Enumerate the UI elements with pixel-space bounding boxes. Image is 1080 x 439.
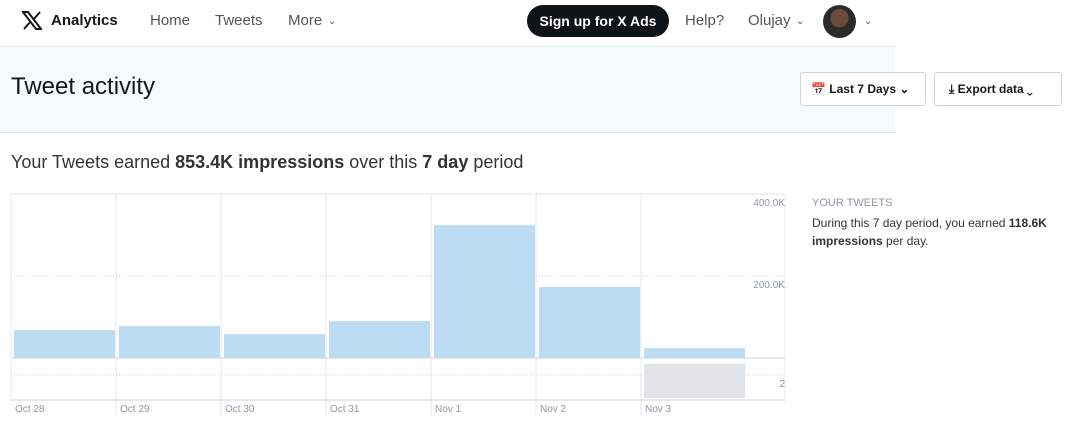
sidebar-strong: 118.6K impressions xyxy=(812,216,1047,248)
sidebar-copy: During this 7 day period, you earned xyxy=(812,216,1006,230)
bar xyxy=(644,348,745,358)
bar xyxy=(434,225,535,358)
summary-text: Your Tweets earned xyxy=(11,152,171,172)
top-bar xyxy=(0,0,895,47)
chart: 200.0K 400.0K Oct 28 Oct 29 Oct 30 Oct 31 Nov … xyxy=(10,193,786,416)
sidebar-text: During this 7 day period, you earned 118… xyxy=(812,214,1072,250)
page-title: Tweet activity xyxy=(11,73,156,100)
x-tick-label: Oct 28 xyxy=(15,404,45,415)
bar xyxy=(14,330,115,358)
summary-strong: 7 day xyxy=(422,152,469,172)
summary-text: over this xyxy=(349,152,418,172)
summary: Your Tweets earned 853.4K impressions ov… xyxy=(11,152,523,173)
chevron: ⌄ xyxy=(328,16,337,27)
y-tick-label: 200.0K xyxy=(753,280,785,291)
header-band xyxy=(0,47,895,133)
summary-strong: 853.4K impressions xyxy=(175,152,345,172)
y-tick-label: 2 xyxy=(779,379,785,390)
x-tick-label: Oct 29 xyxy=(120,404,150,415)
x-tick-label: Oct 30 xyxy=(225,404,255,415)
bar xyxy=(539,287,640,358)
nav-link[interactable]: Home xyxy=(150,12,191,29)
x-logo xyxy=(22,11,42,30)
chevron: ⌄ xyxy=(796,16,805,27)
range-label: Last 7 Days xyxy=(829,82,896,96)
bar xyxy=(119,326,220,358)
nav-link[interactable]: More xyxy=(288,12,323,29)
cta-button[interactable]: Sign up for X Ads xyxy=(527,5,669,37)
export-label: Export data xyxy=(957,82,1024,96)
x-tick-label: Nov 2 xyxy=(540,404,567,415)
brand: Analytics xyxy=(51,12,118,29)
help-link[interactable]: Help? xyxy=(685,12,725,29)
x-tick-label: Nov 3 xyxy=(645,404,672,415)
chevron: ⌄ xyxy=(864,16,873,27)
bar xyxy=(644,363,745,398)
export-button[interactable]: ⤓ Export data ⌄ xyxy=(934,72,1062,106)
y-tick-label: 400.0K xyxy=(753,198,785,209)
x-tick-label: Nov 1 xyxy=(435,404,462,415)
avatar[interactable] xyxy=(823,5,856,38)
range-button[interactable]: 📅 Last 7 Days ⌄ xyxy=(800,72,926,106)
summary-text: period xyxy=(473,152,524,172)
bar xyxy=(224,334,325,358)
sidebar-copy: per day. xyxy=(886,234,929,248)
bar xyxy=(329,321,430,358)
user-menu[interactable]: Olujay xyxy=(748,12,791,29)
x-tick-label: Oct 31 xyxy=(330,404,360,415)
nav-link[interactable]: Tweets xyxy=(215,12,263,29)
sidebar-heading: YOUR TWEETS xyxy=(812,197,893,209)
